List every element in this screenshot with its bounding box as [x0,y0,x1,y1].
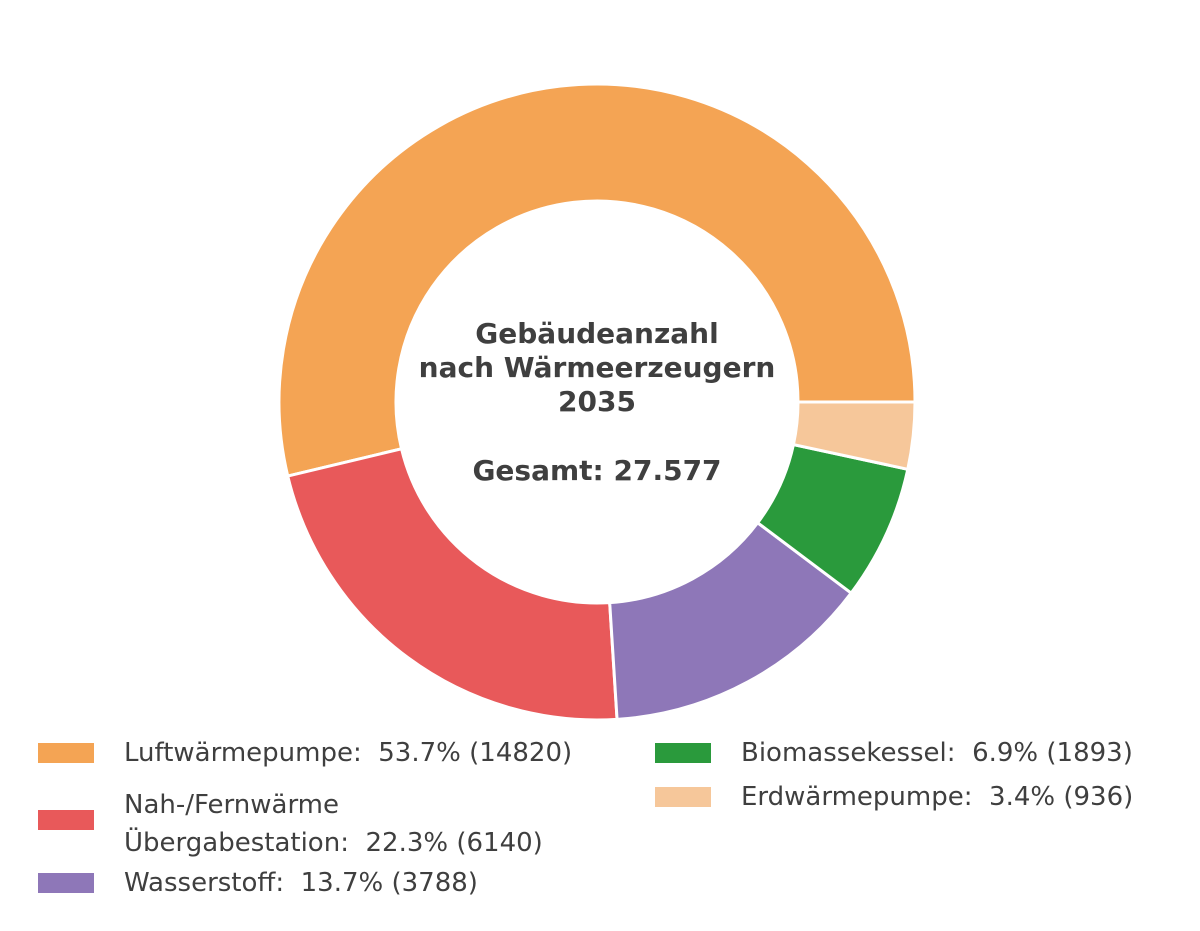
legend-label: Luftwärmepumpe [124,738,378,768]
legend-swatch [38,743,94,763]
legend-percent: 13.7% [300,868,384,898]
legend-text: Luftwärmepumpe53.7% (14820) [124,734,572,772]
legend-label: Erdwärmepumpe [741,782,989,812]
legend-item-wasserstoff: Wasserstoff13.7% (3788) [38,868,478,902]
legend-item-erdwaermepumpe: Erdwärmepumpe3.4% (936) [655,782,1133,816]
legend-label: Wasserstoff [124,868,301,898]
legend-swatch [655,743,711,763]
legend-swatch [38,810,94,830]
legend-text: Wasserstoff13.7% (3788) [124,864,478,902]
legend: Luftwärmepumpe53.7% (14820) Nah-/Fernwär… [0,730,1200,920]
legend-percent: 53.7% [378,738,461,768]
slice-nah-fernwärme-übergabestation [285,446,619,720]
legend-label: Nah-/Fernwärme Übergabestation [124,790,365,858]
legend-percent: 3.4% [989,782,1056,812]
legend-count: (6140) [456,828,543,858]
slice-erdwärmepumpe [791,400,917,472]
legend-percent: 22.3% [365,828,449,858]
center-line-1: Gebäudeanzahl [475,317,718,350]
center-label: Gebäudeanzahl nach Wärmeerzeugern 2035 G… [419,317,776,487]
legend-count: (936) [1063,782,1134,812]
legend-label: Biomassekessel [741,738,972,768]
legend-item-fernwaerme: Nah-/Fernwärme Übergabestation22.3% (614… [38,790,584,862]
slice-luftwärmepumpe [277,82,917,478]
center-line-2: nach Wärmeerzeugern [419,351,776,384]
legend-count: (3788) [391,868,478,898]
legend-count: (1893) [1046,738,1133,768]
legend-text: Nah-/Fernwärme Übergabestation22.3% (614… [124,786,584,862]
legend-item-luftwaermepumpe: Luftwärmepumpe53.7% (14820) [38,738,572,772]
legend-swatch [655,787,711,807]
donut-chart: Gebäudeanzahl nach Wärmeerzeugern 2035 G… [277,82,917,720]
center-total: Gesamt: 27.577 [472,454,721,487]
legend-percent: 6.9% [972,738,1039,768]
center-line-3: 2035 [558,385,636,418]
legend-count: (14820) [469,738,573,768]
donut-slices [277,82,917,720]
legend-text: Erdwärmepumpe3.4% (936) [741,778,1133,816]
legend-swatch [38,873,94,893]
legend-item-biomassekessel: Biomassekessel6.9% (1893) [655,738,1133,772]
legend-text: Biomassekessel6.9% (1893) [741,734,1133,772]
